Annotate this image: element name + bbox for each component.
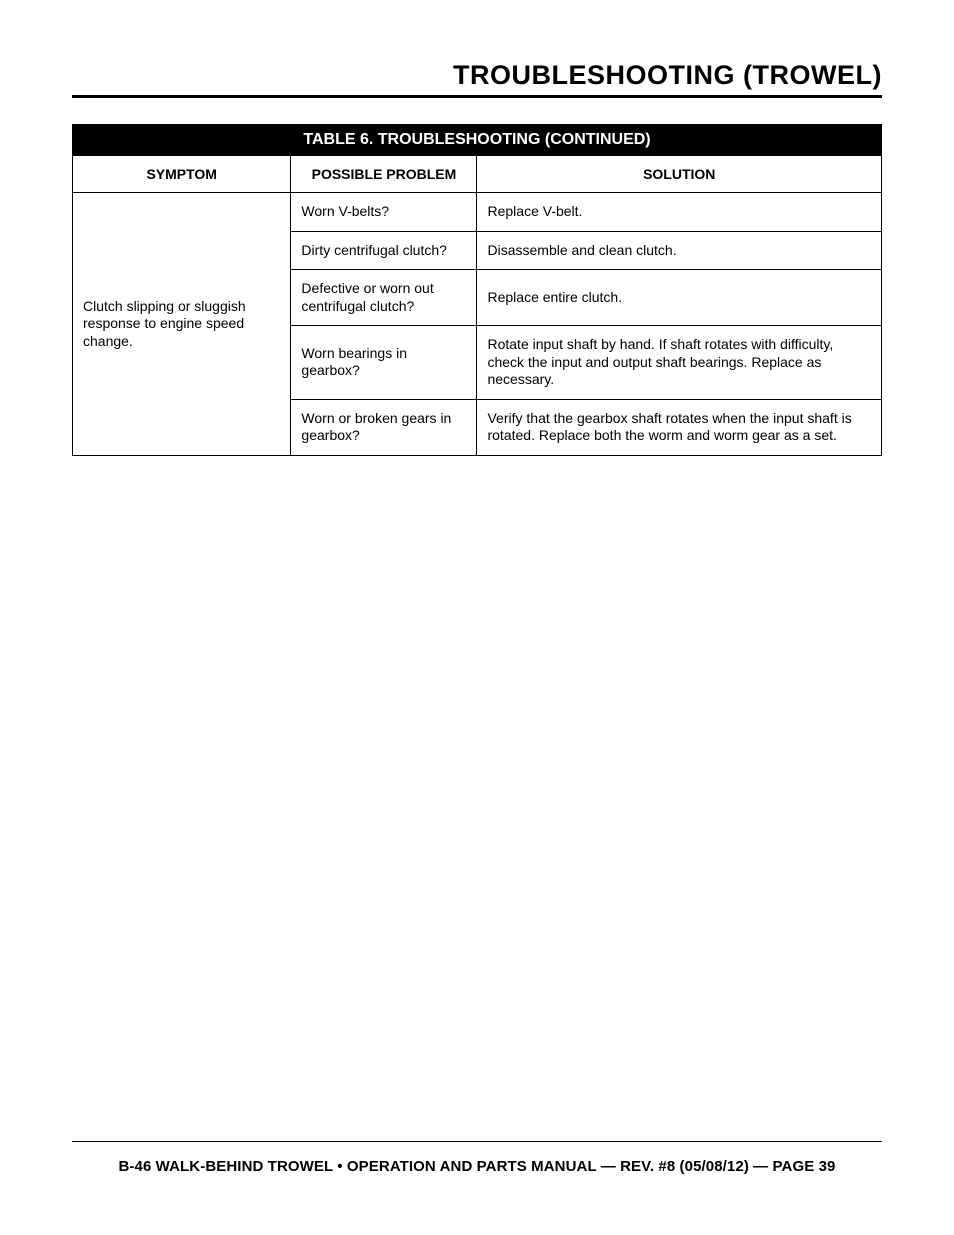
troubleshooting-table: TABLE 6. TROUBLESHOOTING (CONTINUED) SYM… xyxy=(72,124,882,456)
page-title: TROUBLESHOOTING (TROWEL) xyxy=(72,60,882,91)
solution-cell: Rotate input shaft by hand. If shaft rot… xyxy=(477,326,882,400)
problem-cell: Worn V-belts? xyxy=(291,193,477,232)
col-header-symptom: SYMPTOM xyxy=(73,156,291,193)
problem-cell: Worn or broken gears in gearbox? xyxy=(291,399,477,455)
col-header-problem: POSSIBLE PROBLEM xyxy=(291,156,477,193)
table-header-row: SYMPTOM POSSIBLE PROBLEM SOLUTION xyxy=(73,156,882,193)
col-header-solution: SOLUTION xyxy=(477,156,882,193)
page-footer: B-46 WALK-BEHIND TROWEL • OPERATION AND … xyxy=(72,1141,882,1175)
solution-cell: Verify that the gearbox shaft rotates wh… xyxy=(477,399,882,455)
table-row: Clutch slipping or sluggish response to … xyxy=(73,193,882,232)
footer-text: B-46 WALK-BEHIND TROWEL • OPERATION AND … xyxy=(72,1158,882,1175)
table-title-row: TABLE 6. TROUBLESHOOTING (CONTINUED) xyxy=(73,125,882,156)
table-title-cell: TABLE 6. TROUBLESHOOTING (CONTINUED) xyxy=(73,125,882,156)
footer-divider xyxy=(72,1141,882,1142)
title-divider xyxy=(72,95,882,98)
solution-cell: Disassemble and clean clutch. xyxy=(477,231,882,270)
solution-cell: Replace entire clutch. xyxy=(477,270,882,326)
problem-cell: Dirty centrifugal clutch? xyxy=(291,231,477,270)
symptom-cell: Clutch slipping or sluggish response to … xyxy=(73,193,291,456)
problem-cell: Defective or worn out centrifugal clutch… xyxy=(291,270,477,326)
solution-cell: Replace V-belt. xyxy=(477,193,882,232)
problem-cell: Worn bearings in gearbox? xyxy=(291,326,477,400)
document-page: TROUBLESHOOTING (TROWEL) TABLE 6. TROUBL… xyxy=(0,0,954,1235)
